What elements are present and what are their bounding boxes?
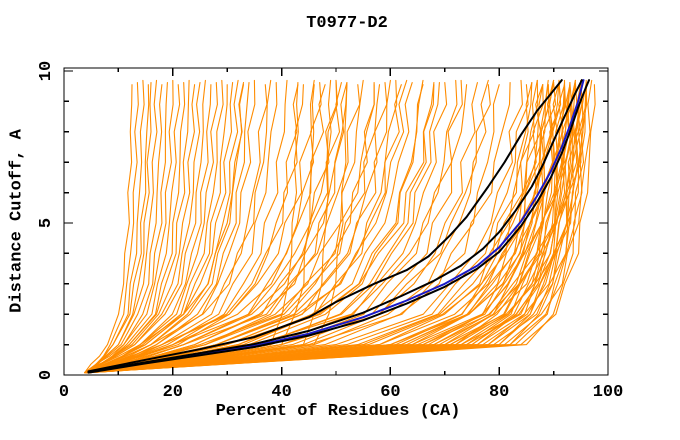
highlighted-curve-black-3 [87, 79, 563, 373]
model-curve [84, 82, 478, 374]
model-curve [89, 84, 304, 374]
model-curve [89, 79, 489, 374]
y-tick-label: 0 [37, 370, 56, 380]
model-curve [85, 84, 468, 374]
model-curve [84, 82, 168, 374]
model-curve [88, 79, 338, 374]
highlighted-curve-navy-0 [87, 79, 585, 374]
y-tick-label: 5 [37, 218, 56, 228]
model-curve [87, 84, 375, 374]
model-curve [89, 79, 256, 374]
model-curve [86, 84, 491, 374]
model-curve [87, 84, 361, 374]
x-tick-label: 20 [163, 383, 183, 402]
model-curve [86, 79, 158, 374]
x-tick-label: 100 [593, 383, 624, 402]
highlighted-curve-black-2 [87, 79, 583, 373]
highlighted-curve-black-1 [87, 79, 590, 374]
model-curve [88, 84, 150, 374]
model-curve [89, 82, 348, 374]
model-curve [88, 82, 587, 374]
model-curve [85, 84, 163, 374]
model-curve [84, 79, 315, 374]
model-curve [89, 79, 145, 374]
model-curve [87, 82, 448, 374]
model-curve [84, 84, 381, 374]
x-axis-label: Percent of Residues (CA) [215, 402, 461, 421]
x-tick-label: 60 [380, 383, 400, 402]
x-tick-label: 0 [59, 383, 69, 402]
model-curve [84, 82, 245, 374]
x-tick-label: 40 [271, 383, 291, 402]
model-curve [85, 82, 511, 374]
model-curve [84, 84, 133, 374]
model-curve [86, 84, 196, 374]
model-curve [84, 79, 206, 374]
model-curve [89, 84, 326, 374]
model-curve [89, 82, 342, 374]
model-curve [87, 79, 190, 374]
x-tick-label: 80 [489, 383, 509, 402]
y-tick-label: 10 [37, 61, 56, 81]
model-curve [89, 79, 272, 374]
model-curve [86, 82, 234, 374]
model-curve [89, 84, 500, 374]
chart-title: T0977-D2 [306, 14, 388, 33]
y-axis-label: Distance Cutoff, A [7, 129, 27, 313]
